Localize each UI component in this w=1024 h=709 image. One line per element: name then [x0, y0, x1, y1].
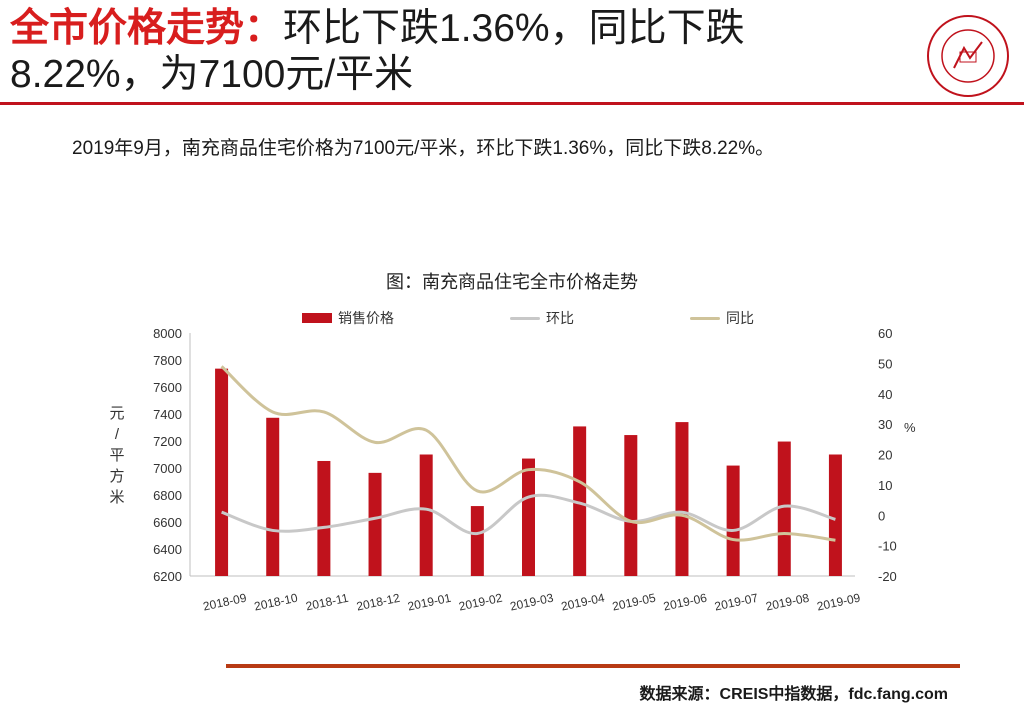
y-tick-label-left: 7600: [153, 380, 182, 395]
legend-label-yoy: 同比: [726, 310, 754, 326]
y-axis-title-char: 方: [109, 468, 124, 485]
line-yoy: [220, 365, 836, 542]
legend-item-price: 销售价格: [302, 308, 394, 328]
footer-divider: [226, 664, 960, 668]
x-tick-label: 2019-07: [713, 591, 759, 614]
bar-price: [624, 435, 638, 576]
bar-price: [368, 472, 382, 576]
legend-label-price: 销售价格: [338, 310, 394, 326]
legend-item-mom: 环比: [510, 308, 574, 328]
y-tick-label-left: 7800: [153, 353, 182, 368]
x-tick-label: 2019-05: [611, 591, 657, 614]
y-tick-label-right: 0: [878, 508, 885, 523]
legend-swatch-price: [302, 313, 332, 323]
legend-label-mom: 环比: [546, 310, 574, 326]
y-tick-label-right: 50: [878, 356, 892, 371]
bar-price: [419, 454, 433, 576]
chart-title: 图：南充商品住宅全市价格走势: [386, 272, 638, 292]
y-axis-title-char: 元: [109, 405, 124, 422]
y-tick-label-right: 60: [878, 326, 892, 341]
bar-price: [828, 454, 842, 576]
y-tick-label-left: 6800: [153, 488, 182, 503]
x-tick-label: 2018-11: [304, 591, 349, 614]
y-tick-label-right: 10: [878, 478, 892, 493]
y-tick-label-right: 40: [878, 387, 892, 402]
legend-swatch-yoy: [690, 316, 720, 320]
title-divider: [0, 102, 1024, 105]
x-tick-label: 2019-04: [560, 591, 606, 614]
y-axis-title-char: 米: [109, 489, 124, 506]
y-tick-label-right: 30: [878, 417, 892, 432]
page-title: 全市价格走势：环比下跌1.36%，同比下跌 8.22%，为7100元/平米: [10, 6, 910, 98]
title-lead: 全市价格走势：: [10, 7, 284, 50]
data-source: 数据来源：CREIS中指数据，fdc.fang.com: [639, 686, 948, 703]
title-rest: 环比下跌1.36%，同比下跌: [283, 7, 745, 50]
x-tick-label: 2018-09: [202, 591, 248, 614]
x-tick-label: 2018-12: [355, 591, 401, 614]
legend-swatch-mom: [510, 316, 540, 320]
y-tick-label-left: 6600: [153, 515, 182, 530]
bar-price: [573, 426, 587, 576]
x-tick-label: 2018-10: [253, 591, 299, 614]
x-tick-label: 2019-02: [458, 591, 504, 614]
line-mom: [221, 493, 836, 535]
y-tick-label-left: 7200: [153, 434, 182, 449]
x-tick-label: 2019-06: [662, 591, 708, 614]
x-tick-label: 2019-08: [764, 591, 810, 614]
y-axis-title-char: 平: [109, 447, 124, 464]
bar-price: [266, 417, 280, 576]
y-tick-label-right: -10: [878, 539, 897, 554]
y-tick-label-right: -20: [878, 569, 897, 584]
y-tick-label-left: 7000: [153, 461, 182, 476]
bar-price: [470, 506, 484, 576]
x-tick-label: 2019-09: [816, 591, 862, 614]
title-line2: 8.22%，为7100元/平米: [10, 53, 414, 96]
x-tick-label: 2019-01: [406, 591, 452, 614]
y-axis-title-right: %: [904, 420, 916, 435]
y-tick-label-right: 20: [878, 448, 892, 463]
bar-price: [215, 368, 229, 576]
bar-price: [726, 465, 740, 576]
bar-price: [317, 460, 331, 576]
bar-price: [675, 422, 689, 576]
summary-text: 2019年9月，南充商品住宅价格为7100元/平米，环比下跌1.36%，同比下跌…: [72, 138, 775, 159]
y-axis-title-char: /: [115, 426, 120, 443]
y-tick-label-left: 7400: [153, 407, 182, 422]
bar-price: [777, 441, 791, 576]
china-index-academy-logo-icon: [927, 15, 1009, 97]
x-tick-label: 2019-03: [509, 591, 555, 614]
y-tick-label-left: 8000: [153, 326, 182, 341]
y-tick-label-left: 6400: [153, 542, 182, 557]
legend-item-yoy: 同比: [690, 308, 754, 328]
bar-price: [522, 458, 535, 576]
y-tick-label-left: 6200: [153, 569, 182, 584]
